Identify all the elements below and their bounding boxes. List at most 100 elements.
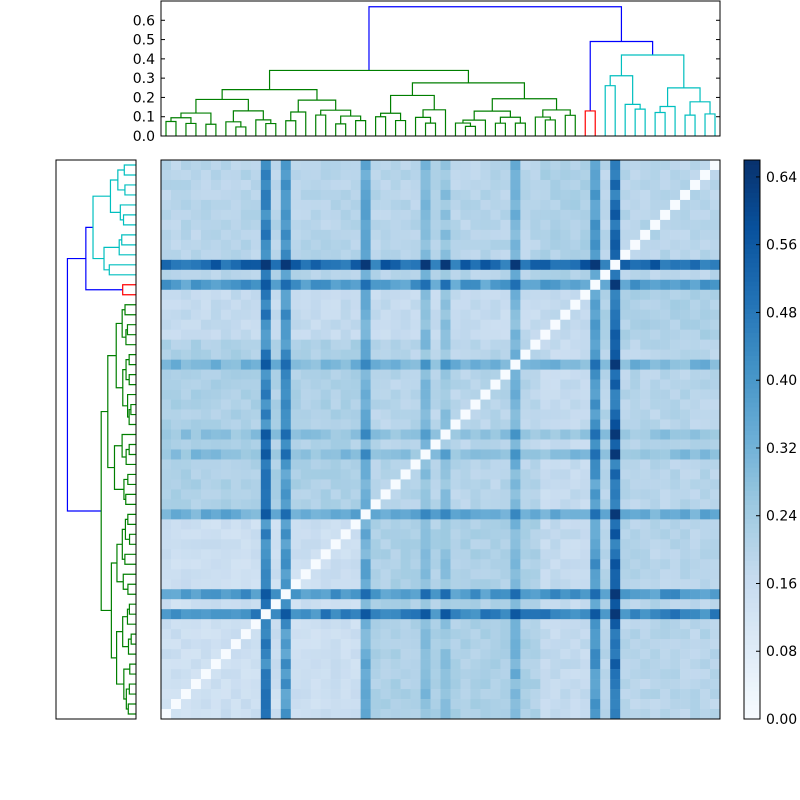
heatmap-cell — [350, 289, 361, 301]
heatmap-cell — [680, 199, 691, 211]
heatmap-cell — [490, 709, 501, 720]
heatmap-cell — [520, 229, 531, 241]
heatmap-cell — [590, 599, 601, 610]
heatmap-cell — [360, 469, 371, 480]
heatmap-cell — [570, 309, 581, 321]
heatmap-cell — [640, 579, 651, 590]
heatmap-cell — [430, 209, 441, 221]
heatmap-cell — [390, 439, 401, 450]
heatmap-cell — [620, 639, 631, 650]
heatmap-cell — [490, 189, 501, 201]
heatmap-cell — [690, 689, 701, 700]
heatmap-cell — [460, 429, 471, 440]
heatmap-cell — [430, 339, 441, 350]
heatmap-cell — [670, 369, 681, 380]
heatmap-cell — [320, 179, 331, 191]
colorbar-segment — [744, 350, 760, 357]
heatmap-cell — [450, 269, 461, 281]
heatmap-cell — [340, 199, 351, 211]
heatmap-cell — [370, 479, 381, 490]
heatmap-cell — [270, 569, 282, 580]
heatmap-cell — [640, 549, 651, 560]
heatmap-cell — [460, 219, 471, 231]
heatmap-cell — [480, 339, 491, 350]
heatmap-cell — [440, 679, 451, 690]
heatmap-cell — [460, 289, 471, 301]
heatmap-cell — [190, 399, 202, 410]
heatmap-cell — [590, 619, 601, 630]
heatmap-cell — [300, 519, 312, 530]
heatmap-cell — [210, 569, 222, 580]
heatmap-cell — [440, 619, 451, 630]
heatmap-cell — [520, 539, 531, 550]
heatmap-cell — [590, 199, 601, 211]
heatmap-cell — [520, 679, 531, 690]
heatmap-cell — [400, 309, 411, 321]
heatmap-cell — [240, 239, 252, 251]
heatmap-cell — [330, 229, 341, 241]
heatmap-cell — [410, 429, 421, 440]
heatmap-cell — [620, 229, 631, 241]
heatmap-cell — [170, 499, 182, 510]
heatmap-cell — [370, 599, 381, 610]
heatmap-cell — [390, 619, 401, 630]
heatmap-cell — [290, 160, 302, 171]
heatmap-cell — [640, 479, 651, 490]
heatmap-cell — [180, 179, 192, 191]
heatmap-cell — [690, 549, 701, 560]
heatmap-cell — [390, 489, 401, 500]
heatmap-cell — [470, 169, 481, 181]
heatmap-cell — [670, 160, 681, 171]
heatmap-cell — [280, 189, 292, 201]
heatmap-cell — [330, 639, 341, 650]
heatmap-cell — [520, 209, 531, 221]
heatmap-cell — [220, 639, 232, 650]
heatmap-cell — [600, 489, 611, 500]
heatmap-cell — [700, 359, 711, 370]
heatmap-cell — [240, 359, 252, 370]
heatmap-cell — [710, 649, 721, 660]
heatmap-cell — [330, 189, 341, 201]
heatmap-cell — [360, 189, 371, 201]
heatmap-cell — [560, 289, 571, 301]
heatmap-cell — [210, 189, 222, 201]
heatmap-cell — [250, 399, 262, 410]
heatmap-cell — [230, 189, 242, 201]
heatmap-cell — [290, 659, 302, 670]
heatmap-cell — [590, 689, 601, 700]
heatmap-cell — [470, 239, 481, 251]
heatmap-cell — [650, 429, 661, 440]
heatmap-cell — [210, 199, 222, 211]
heatmap-cell — [420, 169, 431, 181]
heatmap-cell — [630, 489, 641, 500]
heatmap-cell — [170, 609, 182, 620]
heatmap-cell — [390, 589, 401, 600]
dendrogram-link — [124, 184, 136, 196]
heatmap-cell — [680, 160, 691, 171]
heatmap-cell — [660, 509, 671, 520]
heatmap-cell — [370, 239, 381, 251]
heatmap-cell — [670, 169, 681, 181]
heatmap-cell — [460, 309, 471, 321]
heatmap-cell — [180, 449, 192, 460]
heatmap-cell — [570, 549, 581, 560]
heatmap-cell — [310, 289, 322, 301]
heatmap-cell — [440, 519, 451, 530]
heatmap-cell — [630, 259, 641, 271]
heatmap-cell — [330, 379, 341, 390]
heatmap-cell — [540, 559, 551, 570]
heatmap-cell — [490, 419, 501, 430]
heatmap-cell — [161, 409, 172, 420]
heatmap-cell — [330, 449, 341, 460]
heatmap-cell — [670, 289, 681, 301]
heatmap-cell — [270, 509, 282, 520]
heatmap-cell — [550, 509, 561, 520]
heatmap-cell — [400, 669, 411, 680]
heatmap-cell — [620, 699, 631, 710]
heatmap-cell — [580, 219, 591, 231]
heatmap-cell — [630, 199, 641, 211]
heatmap-cell — [460, 679, 471, 690]
heatmap-cell — [670, 509, 681, 520]
heatmap-cell — [500, 379, 511, 390]
heatmap-cell — [460, 249, 471, 261]
